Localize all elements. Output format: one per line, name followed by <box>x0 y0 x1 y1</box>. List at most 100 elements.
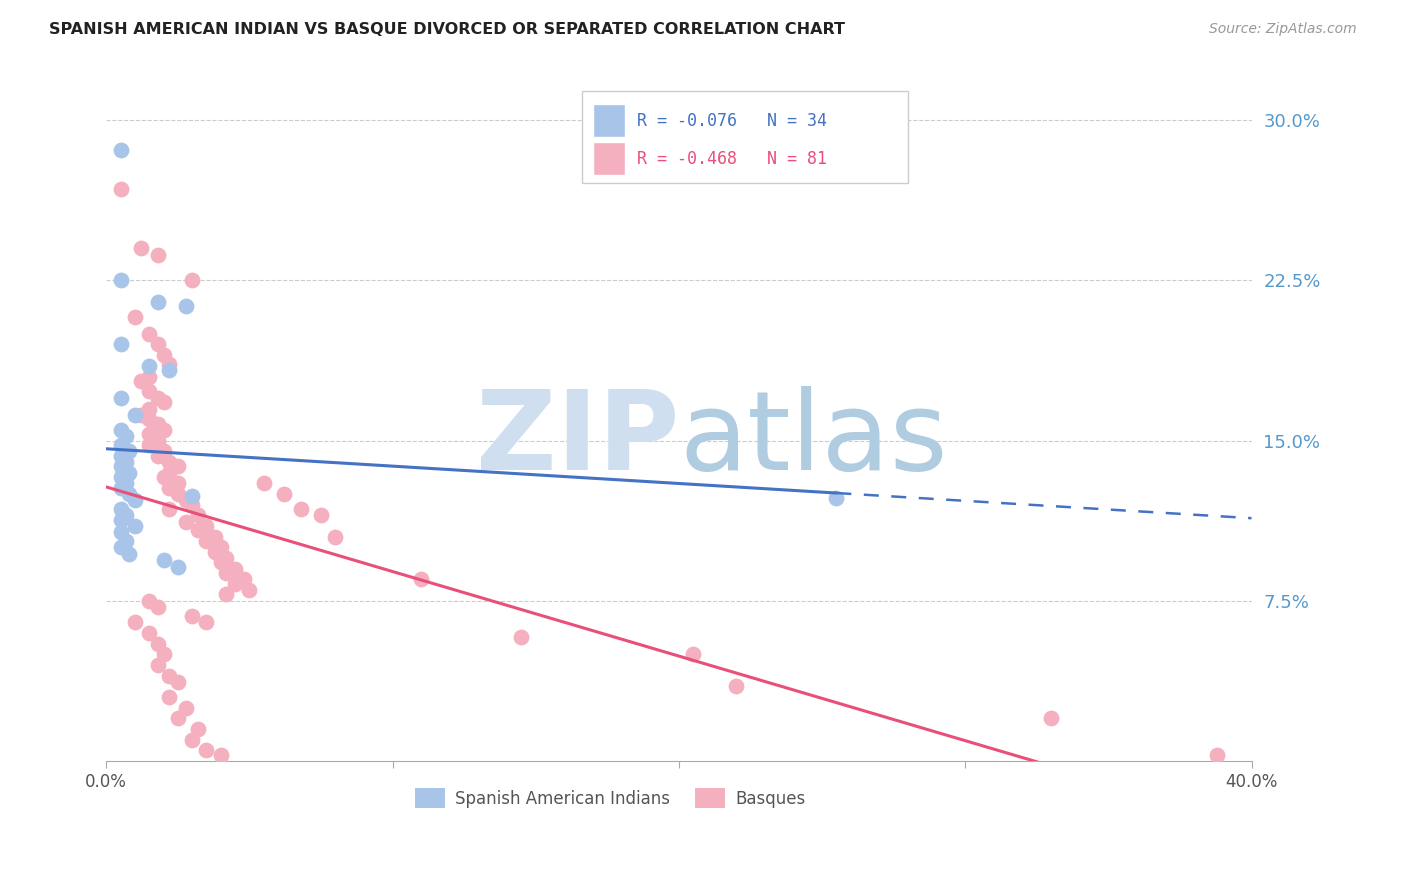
Point <box>209 555 232 569</box>
Point <box>181 498 204 512</box>
Point <box>157 668 180 682</box>
Point <box>138 401 160 416</box>
Point <box>166 711 188 725</box>
Point <box>187 508 209 523</box>
Point <box>110 502 132 516</box>
Point <box>181 732 204 747</box>
Point <box>115 429 138 443</box>
FancyBboxPatch shape <box>593 104 626 136</box>
Point <box>146 417 169 431</box>
Point <box>152 423 174 437</box>
Point <box>290 502 312 516</box>
Point <box>309 508 332 523</box>
Point <box>110 273 132 287</box>
Point <box>146 449 169 463</box>
Point <box>195 743 218 757</box>
Point <box>187 524 209 538</box>
Point <box>146 657 169 672</box>
Point <box>110 449 132 463</box>
Point <box>138 626 160 640</box>
Point <box>118 466 141 480</box>
Point <box>157 466 180 480</box>
Point <box>124 615 146 630</box>
Point <box>124 519 146 533</box>
Point <box>138 326 160 341</box>
Point <box>152 470 174 484</box>
Text: ZIP: ZIP <box>475 386 679 493</box>
Point <box>1040 711 1063 725</box>
Point <box>115 476 138 491</box>
Point <box>124 310 146 324</box>
Point <box>110 391 132 405</box>
Point <box>181 489 204 503</box>
Point <box>110 513 132 527</box>
Point <box>115 508 138 523</box>
Point <box>146 294 169 309</box>
Point <box>510 630 533 644</box>
Point <box>146 337 169 351</box>
Point <box>157 363 180 377</box>
Point <box>215 566 238 580</box>
Point <box>152 553 174 567</box>
Point <box>157 690 180 704</box>
Point <box>187 722 209 736</box>
Point <box>166 559 188 574</box>
Point <box>152 647 174 661</box>
Point <box>323 530 346 544</box>
Point <box>138 594 160 608</box>
Point <box>138 438 160 452</box>
Point <box>224 562 246 576</box>
Point <box>129 374 152 388</box>
Point <box>181 608 204 623</box>
Point <box>152 444 174 458</box>
Point <box>157 481 180 495</box>
Point <box>215 551 238 566</box>
Point <box>110 438 132 452</box>
Point <box>124 493 146 508</box>
Point <box>110 337 132 351</box>
Point <box>204 530 226 544</box>
Point <box>176 493 198 508</box>
Point <box>115 534 138 549</box>
Point <box>110 481 132 495</box>
Point <box>138 384 160 399</box>
Point <box>209 541 232 555</box>
Point <box>146 248 169 262</box>
Text: Source: ZipAtlas.com: Source: ZipAtlas.com <box>1209 22 1357 37</box>
Point <box>166 675 188 690</box>
Point <box>204 545 226 559</box>
Point <box>181 273 204 287</box>
Point <box>124 408 146 422</box>
Point <box>195 519 218 533</box>
Point <box>152 348 174 362</box>
Point <box>110 541 132 555</box>
Point <box>138 369 160 384</box>
Point <box>166 487 188 501</box>
Point <box>238 583 260 598</box>
Point <box>209 747 232 762</box>
Point <box>118 547 141 561</box>
Point <box>110 470 132 484</box>
Point <box>110 459 132 474</box>
Point <box>166 476 188 491</box>
Point <box>157 357 180 371</box>
Text: atlas: atlas <box>679 386 948 493</box>
Point <box>682 647 704 661</box>
Point <box>157 455 180 469</box>
Point <box>411 573 433 587</box>
Point <box>825 491 848 506</box>
Point <box>157 502 180 516</box>
Point <box>110 525 132 540</box>
Point <box>138 427 160 442</box>
FancyBboxPatch shape <box>593 143 626 175</box>
Point <box>146 636 169 650</box>
Point <box>110 423 132 437</box>
Point <box>115 455 138 469</box>
Point <box>118 444 141 458</box>
Text: R = -0.468   N = 81: R = -0.468 N = 81 <box>637 150 827 168</box>
Point <box>146 391 169 405</box>
Point <box>110 143 132 157</box>
Point <box>224 576 246 591</box>
Point <box>1206 747 1229 762</box>
Point <box>195 534 218 549</box>
